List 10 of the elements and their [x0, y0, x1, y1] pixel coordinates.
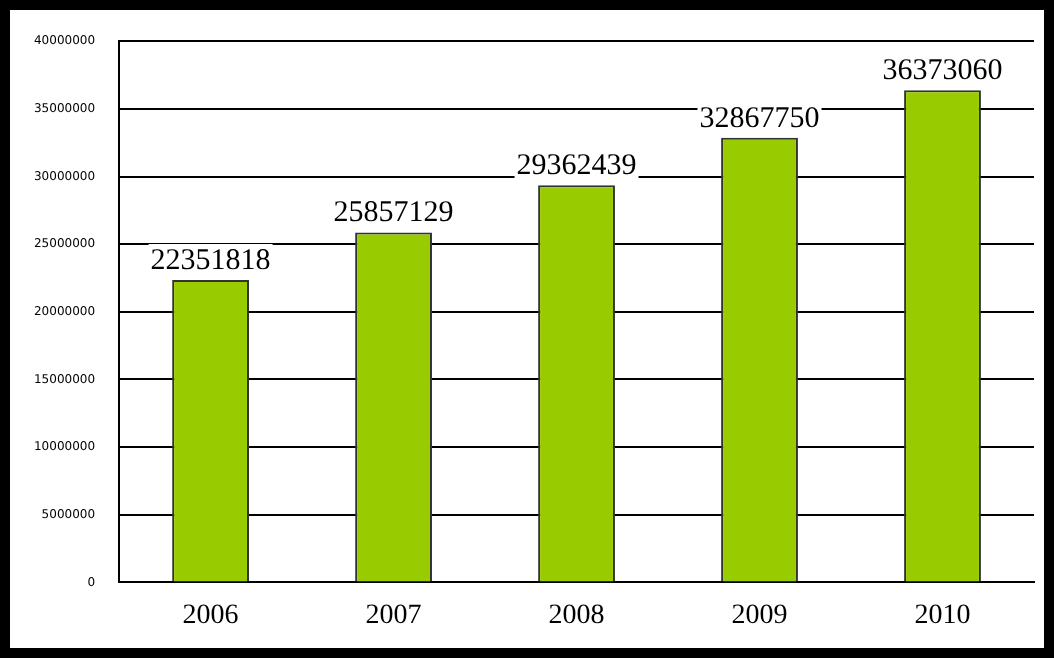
x-tick-label: 2007 [365, 600, 422, 631]
x-tick-label: 2006 [182, 600, 239, 631]
data-label: 36373060 [882, 55, 1003, 88]
x-tick-label: 2009 [731, 600, 788, 631]
x-tick-label: 2010 [914, 600, 971, 631]
data-label: 32867750 [699, 102, 820, 135]
data-label: 22351818 [150, 244, 271, 277]
x-tick-label: 2008 [548, 600, 605, 631]
data-label: 29362439 [516, 150, 637, 182]
data-label: 25857129 [333, 197, 454, 230]
